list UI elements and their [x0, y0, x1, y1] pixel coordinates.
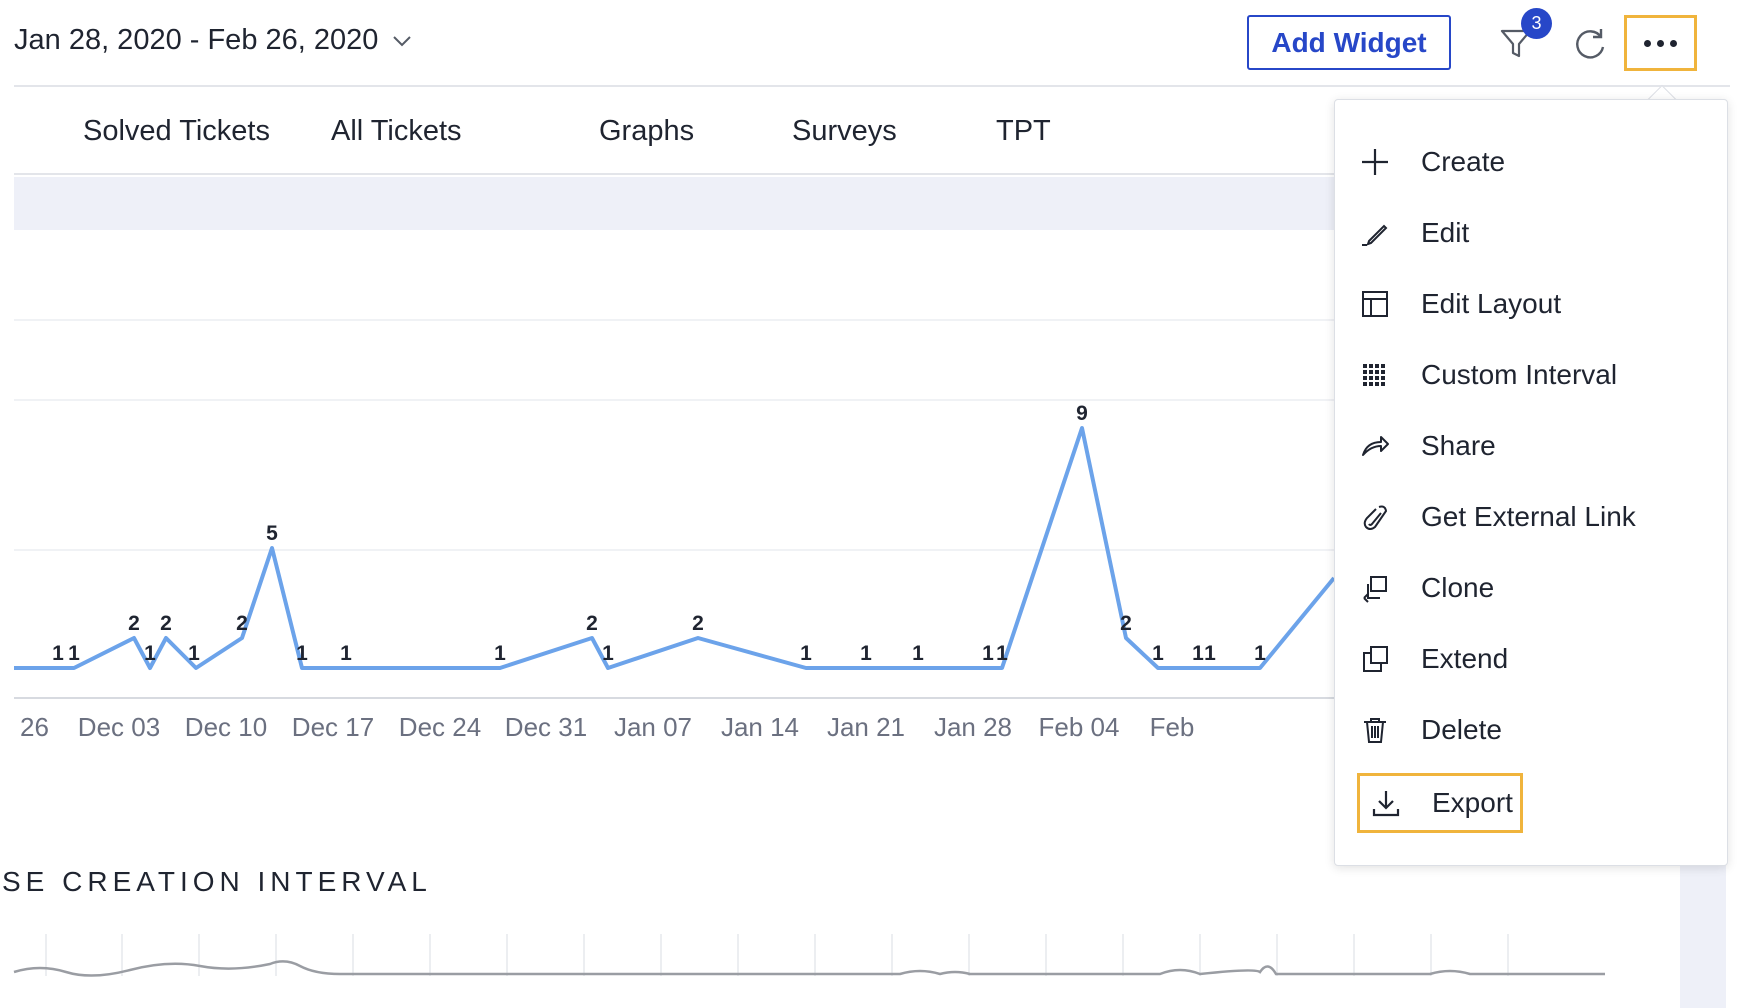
data-label: 1	[340, 642, 352, 665]
data-label: 2	[692, 612, 704, 635]
menu-item-extend[interactable]: Extend	[1359, 629, 1699, 689]
menu-item-label: Clone	[1421, 572, 1495, 603]
menu-item-label: Export	[1432, 787, 1513, 818]
x-axis-ticks: 26 Dec 03 Dec 10 Dec 17 Dec 24 Dec 31 Jan 07 Ja…	[20, 712, 1194, 742]
data-label: 2	[586, 612, 598, 635]
data-label: 1	[982, 642, 994, 665]
menu-item-edit-layout[interactable]: Edit Layout	[1359, 274, 1699, 334]
menu-item-delete[interactable]: Delete	[1359, 700, 1699, 760]
date-range-label: Jan 28, 2020 - Feb 26, 2020	[14, 24, 379, 56]
data-label: 1	[1152, 642, 1164, 665]
add-widget-button[interactable]: Add Widget	[1247, 15, 1451, 70]
menu-item-label: Extend	[1421, 643, 1509, 674]
data-label: 1	[494, 642, 506, 665]
menu-item-label: Delete	[1421, 714, 1502, 745]
x-tick-label: Feb 04	[1039, 712, 1120, 742]
filter-count-badge: 3	[1521, 8, 1552, 39]
menu-item-export[interactable]: Export	[1357, 773, 1523, 833]
more-dot-icon	[1644, 39, 1651, 47]
x-tick-label: Dec 17	[292, 712, 374, 742]
menu-item-create[interactable]: Create	[1359, 132, 1699, 192]
menu-item-label: Create	[1421, 146, 1506, 177]
series-line	[14, 426, 1336, 670]
x-tick-label: Dec 24	[399, 712, 481, 742]
data-label: 1	[996, 642, 1008, 665]
data-label: 2	[128, 612, 140, 635]
x-tick-label: Feb	[1150, 712, 1195, 742]
data-label: 1	[296, 642, 308, 665]
tab-all-tickets[interactable]: All Tickets	[331, 115, 462, 147]
x-tick-label: Dec 03	[78, 712, 160, 742]
refresh-icon[interactable]	[1571, 25, 1609, 63]
menu-item-label: Get External Link	[1421, 501, 1636, 532]
more-dot-icon	[1670, 39, 1677, 47]
x-tick-label: Jan 28	[934, 712, 1012, 742]
section-title: SE CREATION INTERVAL	[2, 866, 432, 897]
share-arrow-icon	[1362, 436, 1389, 456]
data-label: 1	[1254, 642, 1266, 665]
data-label: 1	[860, 642, 872, 665]
data-label: 1	[1192, 642, 1204, 665]
calendar-grid-icon	[1363, 364, 1385, 386]
menu-item-label: Share	[1421, 430, 1496, 461]
plus-icon	[1362, 149, 1388, 175]
x-tick-label: Jan 14	[721, 712, 799, 742]
clone-icon	[1363, 576, 1387, 603]
tab-bar: Solved Tickets All Tickets Graphs Survey…	[14, 89, 1714, 175]
menu-item-label: Custom Interval	[1421, 359, 1618, 390]
x-tick-label: 26	[20, 712, 49, 742]
data-label: 1	[52, 642, 64, 665]
interval-sparkline	[13, 934, 1605, 977]
menu-item-get-external-link[interactable]: Get External Link	[1359, 487, 1699, 547]
data-label: 1	[800, 642, 812, 665]
data-label: 2	[1120, 612, 1132, 635]
data-label: 9	[1076, 402, 1088, 425]
menu-item-share[interactable]: Share	[1359, 416, 1699, 476]
more-options-menu: Create Edit Edit Layout Custom Interval …	[1334, 99, 1728, 866]
menu-item-label: Edit	[1421, 217, 1470, 248]
data-label: 1	[1204, 642, 1216, 665]
data-label: 1	[188, 642, 200, 665]
data-label: 1	[602, 642, 614, 665]
pencil-icon	[1362, 224, 1388, 246]
extend-icon	[1363, 646, 1388, 672]
tab-surveys[interactable]: Surveys	[792, 115, 897, 147]
data-label: 1	[68, 642, 80, 665]
data-label: 1	[912, 642, 924, 665]
menu-item-custom-interval[interactable]: Custom Interval	[1359, 345, 1699, 405]
menu-item-label: Edit Layout	[1421, 288, 1562, 319]
trash-icon	[1364, 718, 1386, 743]
tab-solved-tickets[interactable]: Solved Tickets	[83, 115, 270, 147]
data-label: 5	[266, 522, 278, 545]
x-tick-label: Jan 07	[614, 712, 692, 742]
top-bar: Jan 28, 2020 - Feb 26, 2020	[14, 0, 1730, 87]
layout-icon	[1362, 291, 1388, 317]
tab-tpt[interactable]: TPT	[996, 115, 1051, 147]
menu-item-edit[interactable]: Edit	[1359, 203, 1699, 263]
more-dot-icon	[1657, 39, 1664, 47]
link-icon	[1363, 505, 1388, 530]
download-icon	[1372, 791, 1400, 817]
more-options-button[interactable]	[1624, 15, 1697, 71]
data-label: 2	[160, 612, 172, 635]
date-range-picker[interactable]: Jan 28, 2020 - Feb 26, 2020	[14, 24, 412, 57]
data-label: 1	[144, 642, 156, 665]
data-label: 2	[236, 612, 248, 635]
chevron-down-icon	[393, 35, 412, 46]
x-tick-label: Dec 31	[505, 712, 587, 742]
x-tick-label: Dec 10	[185, 712, 267, 742]
menu-item-clone[interactable]: Clone	[1359, 558, 1699, 618]
tab-graphs[interactable]: Graphs	[599, 115, 695, 147]
x-tick-label: Jan 21	[827, 712, 905, 742]
